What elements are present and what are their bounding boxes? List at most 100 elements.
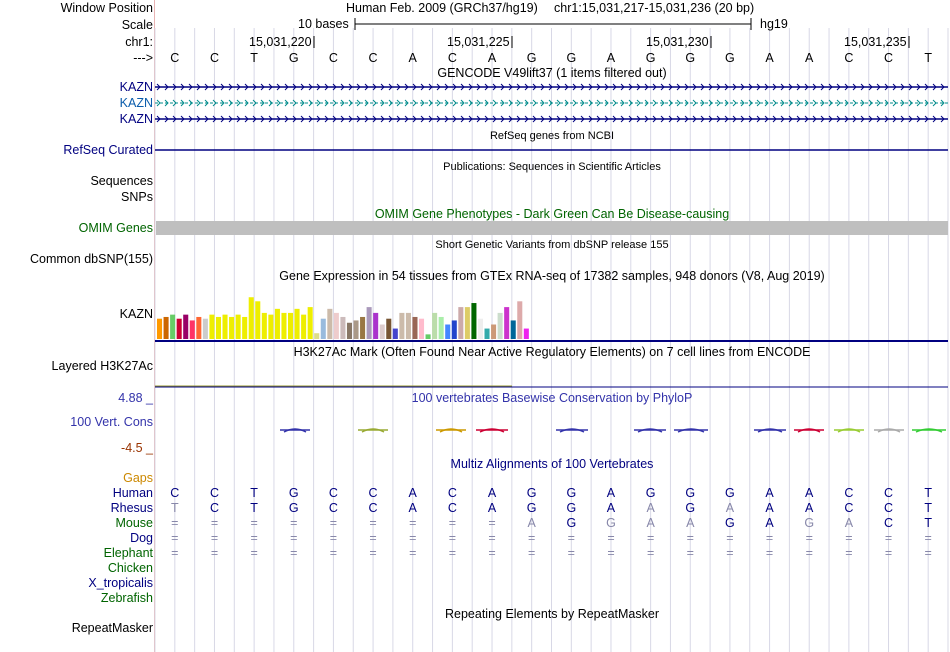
strand-chevron (516, 99, 521, 107)
strand-chevron (412, 83, 417, 91)
refseq-label[interactable]: RefSeq Curated (63, 143, 153, 157)
alignment-base: A (765, 486, 774, 500)
base-letter: C (170, 51, 180, 65)
gtex-bar (353, 320, 359, 339)
phylop-title[interactable]: 100 vertebrates Basewise Conservation by… (411, 391, 693, 405)
strand-chevron (724, 115, 729, 123)
alignment-base: = (726, 531, 734, 545)
strand-chevron (540, 115, 545, 123)
species-label[interactable]: Dog (130, 531, 153, 545)
strand-chevron (172, 115, 177, 123)
alignment-base: G (685, 501, 696, 515)
repeatmasker-label[interactable]: RepeatMasker (71, 621, 153, 635)
alignment-base: A (765, 516, 774, 530)
strand-chevron (244, 115, 249, 123)
gtex-bar (471, 303, 477, 339)
gtex-bar (399, 312, 405, 339)
strand-chevron (324, 115, 329, 123)
chr-label: chr1: (125, 35, 153, 49)
phylop-curve (439, 428, 463, 433)
alignment-base: T (924, 516, 932, 530)
alignment-base: A (606, 501, 616, 515)
alignment-base: = (765, 546, 774, 560)
alignment-base: = (567, 546, 575, 560)
strand-chevron (548, 115, 553, 123)
h3k27ac-title[interactable]: H3K27Ac Mark (Often Found Near Active Re… (293, 345, 811, 359)
omim-label[interactable]: OMIM Genes (78, 221, 153, 235)
multiz-title[interactable]: Multiz Alignments of 100 Vertebrates (450, 457, 654, 471)
strand-chevron (796, 115, 801, 123)
gtex-bar (504, 307, 510, 339)
strand-chevron (348, 115, 353, 123)
species-label[interactable]: Human (112, 486, 153, 500)
alignment-base: = (924, 546, 932, 560)
refseq-title[interactable]: RefSeq genes from NCBI (489, 130, 615, 142)
gtex-bar (360, 316, 366, 339)
strand-chevron (700, 115, 705, 123)
omim-title[interactable]: OMIM Gene Phenotypes - Dark Green Can Be… (374, 207, 730, 221)
alignment-base: = (409, 546, 417, 560)
strand-chevron (228, 99, 233, 107)
species-label[interactable]: Rhesus (110, 501, 153, 515)
strand-chevron (356, 99, 361, 107)
phylop-curve (877, 428, 901, 433)
repeatmasker-title[interactable]: Repeating Elements by RepeatMasker (444, 607, 659, 621)
strand-chevron (924, 115, 929, 123)
gtex-bar (215, 316, 221, 339)
gencode-label-kazn[interactable]: KAZN (119, 80, 153, 94)
strand-chevron (492, 83, 497, 91)
gtex-bar (451, 320, 457, 339)
position-text[interactable]: chr1:15,031,217-15,031,236 (20 bp) (554, 1, 755, 15)
species-label[interactable]: X_tropicalis (88, 576, 153, 590)
gtex-bar (163, 316, 169, 339)
species-label[interactable]: Elephant (103, 546, 153, 560)
strand-chevron (364, 83, 369, 91)
gaps-label[interactable]: Gaps (123, 471, 153, 485)
gencode-label-kazn[interactable]: KAZN (119, 112, 153, 126)
phylop-max-label: 4.88 _ (118, 391, 153, 405)
strand-chevron (772, 115, 777, 123)
h3k27ac-label[interactable]: Layered H3K27Ac (51, 359, 153, 373)
gencode-label-kazn[interactable]: KAZN (119, 96, 153, 110)
strand-chevron (292, 115, 297, 123)
strand-chevron (252, 99, 257, 107)
base-letter: G (566, 51, 577, 65)
dbsnp-label[interactable]: Common dbSNP(155) (30, 252, 153, 266)
phylop-curve (797, 428, 821, 433)
strand-chevron (732, 83, 737, 91)
strand-chevron (676, 115, 681, 123)
strand-chevron (412, 99, 417, 107)
species-label[interactable]: Mouse (115, 516, 153, 530)
strand-label: ---> (133, 51, 153, 65)
strand-chevron (524, 115, 529, 123)
base-letter: G (725, 51, 735, 65)
gtex-bar (379, 324, 385, 339)
gtex-gene-label[interactable]: KAZN (119, 307, 153, 321)
strand-chevron (604, 99, 609, 107)
species-label[interactable]: Chicken (107, 561, 153, 575)
strand-chevron (564, 83, 569, 91)
strand-chevron (372, 99, 377, 107)
base-letter: C (884, 51, 894, 65)
strand-chevron (516, 115, 521, 123)
base-letter: A (408, 51, 417, 65)
gtex-bar (255, 301, 261, 339)
gencode-title[interactable]: GENCODE V49lift37 (1 items filtered out) (437, 66, 667, 80)
gtex-title[interactable]: Gene Expression in 54 tissues from GTEx … (279, 269, 825, 283)
publications-title[interactable]: Publications: Sequences in Scientific Ar… (443, 161, 661, 173)
phylop-track-label[interactable]: 100 Vert. Cons (70, 415, 153, 429)
snps-label[interactable]: SNPs (121, 190, 153, 204)
strand-chevron (356, 83, 361, 91)
strand-chevron (908, 115, 913, 123)
strand-chevron (700, 83, 705, 91)
phylop-curve (479, 428, 505, 433)
gtex-bar (484, 328, 490, 339)
strand-chevron (452, 99, 457, 107)
strand-chevron (884, 83, 889, 91)
strand-chevron (516, 83, 521, 91)
species-label[interactable]: Zebrafish (100, 591, 153, 605)
dbsnp-title[interactable]: Short Genetic Variants from dbSNP releas… (435, 239, 669, 251)
alignment-base: = (884, 531, 893, 545)
sequences-label[interactable]: Sequences (90, 174, 153, 188)
